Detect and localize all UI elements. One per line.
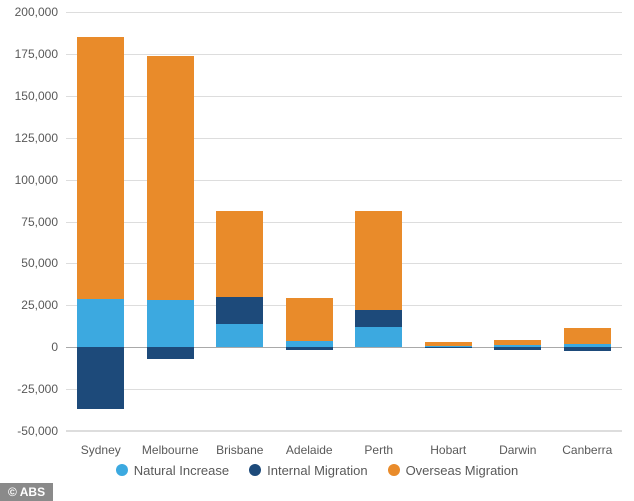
y-axis-label: 75,000 xyxy=(21,215,58,229)
gridline xyxy=(66,389,622,390)
legend-swatch xyxy=(388,464,400,476)
bar-segment-overseas_migration xyxy=(286,298,333,342)
bar-segment-overseas_migration xyxy=(564,328,611,343)
chart-container: -50,000 -25,000 0 25,000 50,000 75,000 100,000… xyxy=(0,0,634,501)
legend-label: Natural Increase xyxy=(134,463,229,478)
y-axis-label: 175,000 xyxy=(15,47,58,61)
bar-segment-overseas_migration xyxy=(77,37,124,298)
credit-text: © ABS xyxy=(8,485,45,499)
y-axis-label: 50,000 xyxy=(21,256,58,270)
bar-segment-overseas_migration xyxy=(216,211,263,296)
bar-segment-overseas_migration xyxy=(355,211,402,310)
legend-label: Overseas Migration xyxy=(406,463,519,478)
bar-segment-internal_migration xyxy=(77,347,124,409)
bar-segment-internal_migration xyxy=(564,347,611,350)
credit-badge: © ABS xyxy=(0,483,53,501)
bar-segment-internal_migration xyxy=(216,297,263,324)
x-axis-label: Adelaide xyxy=(286,431,333,457)
plot-area: -50,000-25,000025,00050,00075,000100,000… xyxy=(66,12,622,431)
bar-segment-overseas_migration xyxy=(147,56,194,301)
x-axis-label: Darwin xyxy=(499,431,536,457)
y-axis-label: 25,000 xyxy=(21,298,58,312)
y-axis-label: 100,000 xyxy=(15,173,58,187)
legend: Natural Increase Internal Migration Overse… xyxy=(0,463,634,480)
bar-segment-natural_increase xyxy=(216,324,263,347)
bar-segment-overseas_migration xyxy=(494,340,541,345)
x-axis-label: Sydney xyxy=(81,431,121,457)
legend-label: Internal Migration xyxy=(267,463,367,478)
legend-item-natural_increase: Natural Increase xyxy=(116,463,229,478)
legend-swatch xyxy=(249,464,261,476)
bar-segment-natural_increase xyxy=(77,299,124,348)
bar-segment-natural_increase xyxy=(355,327,402,347)
legend-item-overseas_migration: Overseas Migration xyxy=(388,463,519,478)
y-axis-label: 125,000 xyxy=(15,131,58,145)
x-axis-label: Hobart xyxy=(430,431,466,457)
bar-segment-overseas_migration xyxy=(425,342,472,346)
bar-segment-internal_migration xyxy=(286,347,333,350)
y-axis-label: -25,000 xyxy=(17,382,58,396)
bar-segment-internal_migration xyxy=(355,310,402,327)
y-axis-label: 150,000 xyxy=(15,89,58,103)
x-axis-label: Perth xyxy=(364,431,393,457)
y-axis-label: 0 xyxy=(51,340,58,354)
x-axis-label: Melbourne xyxy=(142,431,199,457)
legend-swatch xyxy=(116,464,128,476)
y-axis-label: -50,000 xyxy=(17,424,58,438)
y-axis-label: 200,000 xyxy=(15,5,58,19)
bar-segment-internal_migration xyxy=(147,347,194,359)
bar-segment-internal_migration xyxy=(425,347,472,348)
x-axis-label: Canberra xyxy=(562,431,612,457)
bar-segment-natural_increase xyxy=(147,300,194,347)
gridline xyxy=(66,12,622,13)
bar-segment-internal_migration xyxy=(494,347,541,350)
x-axis-label: Brisbane xyxy=(216,431,263,457)
legend-item-internal_migration: Internal Migration xyxy=(249,463,367,478)
